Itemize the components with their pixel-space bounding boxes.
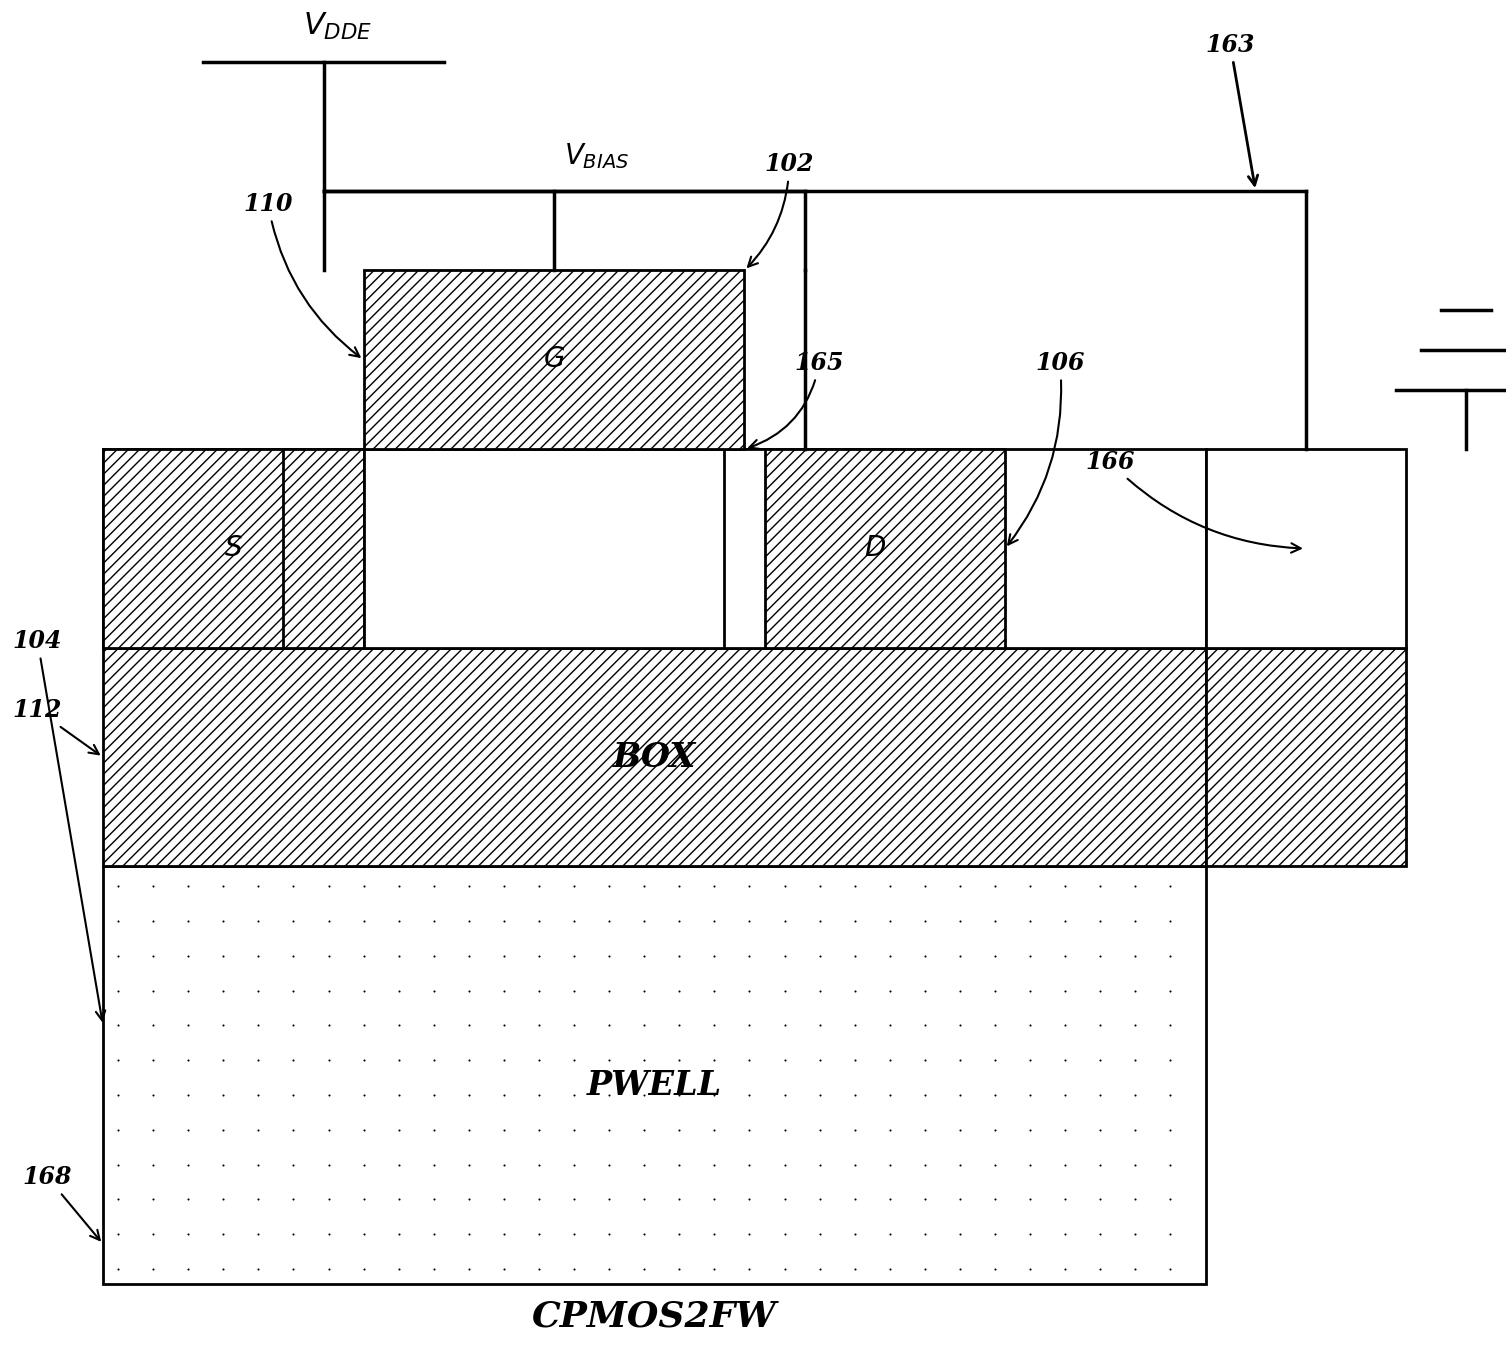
Text: $G$: $G$ <box>543 347 564 373</box>
Bar <box>103 449 364 647</box>
Text: 110: 110 <box>243 191 359 357</box>
Bar <box>364 449 744 647</box>
Text: $V_{DDE}$: $V_{DDE}$ <box>303 11 373 42</box>
Text: $S$: $S$ <box>223 535 243 561</box>
Text: 112: 112 <box>12 698 100 754</box>
Text: 166: 166 <box>1085 451 1301 553</box>
Bar <box>364 270 744 449</box>
Bar <box>103 449 1206 647</box>
Bar <box>744 449 1005 647</box>
Text: 106: 106 <box>1008 351 1085 545</box>
Bar <box>103 866 1206 1284</box>
Bar <box>1206 647 1406 866</box>
Text: 163: 163 <box>1206 33 1257 186</box>
Text: $V_{BIAS}$: $V_{BIAS}$ <box>564 141 629 171</box>
Bar <box>1206 449 1406 647</box>
Text: 168: 168 <box>23 1165 100 1240</box>
Bar <box>103 647 1206 866</box>
Text: PWELL: PWELL <box>587 1068 721 1101</box>
Text: 102: 102 <box>748 152 813 266</box>
Bar <box>724 449 765 647</box>
Text: 165: 165 <box>750 351 844 449</box>
Text: 104: 104 <box>12 628 106 1020</box>
Bar <box>284 449 364 647</box>
Text: BOX: BOX <box>613 740 696 773</box>
Text: $D$: $D$ <box>863 535 886 561</box>
Text: CPMOS2FW: CPMOS2FW <box>531 1299 777 1333</box>
